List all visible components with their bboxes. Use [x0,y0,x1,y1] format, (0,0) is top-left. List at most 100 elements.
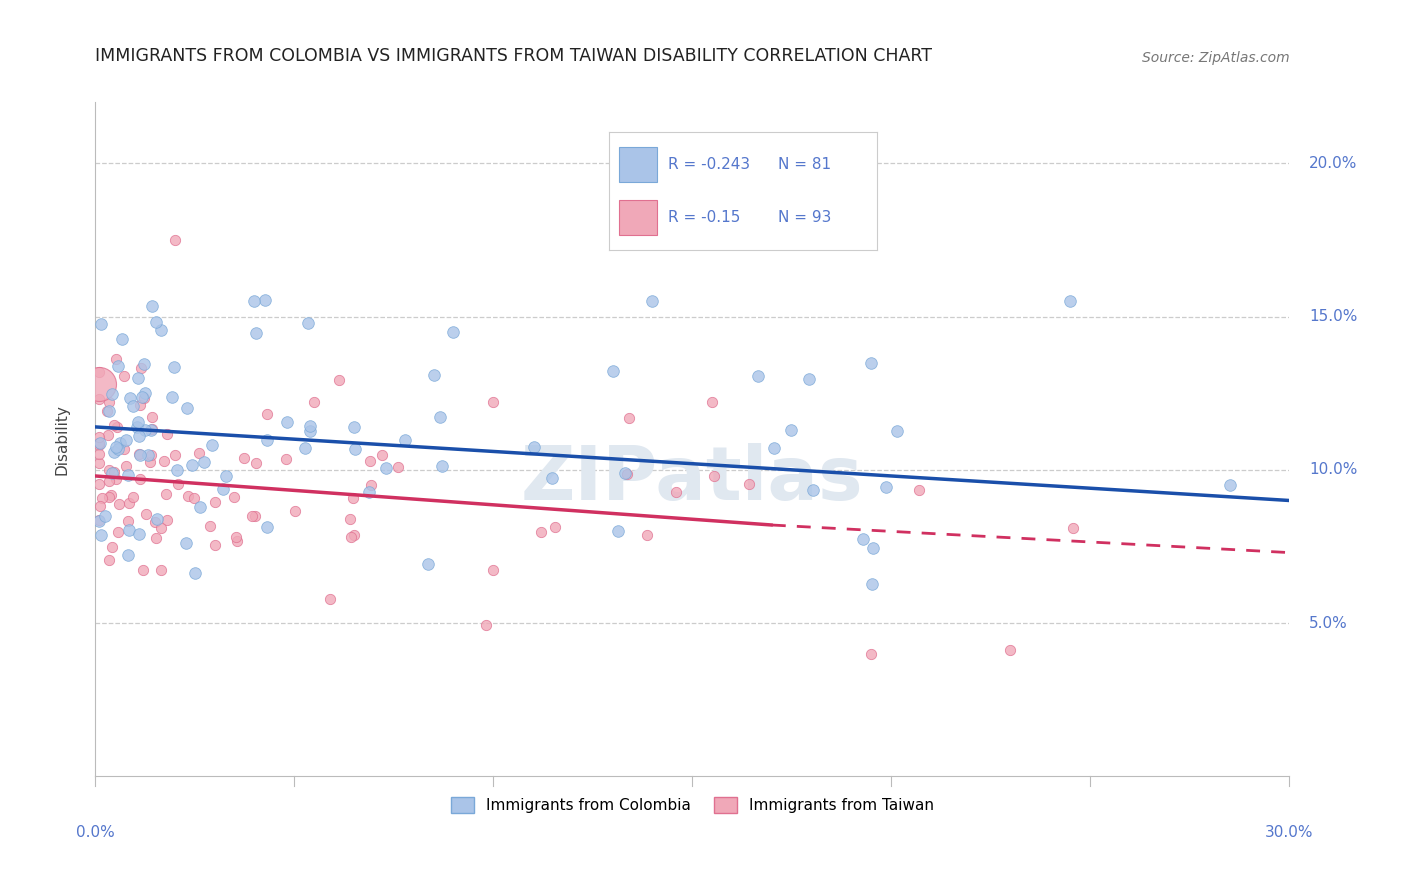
Point [1062,521,1084,535]
Point [117,523,139,537]
Point [91,491,114,505]
Point [908,483,931,497]
Point [125,420,148,434]
Point [343,420,366,434]
Point [738,476,761,491]
Point [375,461,398,475]
Point [703,468,725,483]
Text: ZIPatlas: ZIPatlas [522,443,863,516]
Point [103,417,125,432]
Point [89,365,111,379]
Point [284,504,307,518]
Point [107,524,129,539]
Point [131,563,153,577]
Point [232,451,254,466]
Point [112,442,135,456]
Point [319,592,342,607]
Point [153,454,176,468]
Point [155,426,177,441]
Point [602,364,624,378]
Point [641,294,664,309]
Point [117,549,139,563]
Point [860,355,883,369]
Point [860,647,883,661]
Point [416,558,439,572]
Point [108,497,131,511]
Point [1059,294,1081,309]
Point [214,468,236,483]
Point [104,351,127,366]
Point [96,404,118,418]
Point [360,477,382,491]
Point [101,540,124,554]
Point [90,317,112,331]
Point [299,418,322,433]
Point [150,521,173,535]
Point [522,440,544,454]
Point [134,391,156,405]
Point [183,566,205,581]
Point [89,438,111,452]
Point [1219,478,1241,492]
Point [143,516,166,530]
Point [163,360,186,375]
Text: Source: ZipAtlas.com: Source: ZipAtlas.com [1142,51,1289,65]
Point [100,487,122,501]
Point [328,373,350,387]
Point [108,436,131,450]
Point [297,316,319,330]
Point [135,507,157,521]
Point [226,533,249,548]
Point [104,440,127,454]
Point [211,483,233,497]
Point [274,451,297,466]
Point [256,407,278,421]
Point [665,485,688,500]
Point [107,420,129,434]
Point [89,499,111,513]
Point [619,411,641,425]
Point [339,530,361,544]
Point [188,446,211,460]
Point [852,532,875,546]
Point [780,423,803,437]
Point [129,448,152,462]
Point [155,487,177,501]
Point [89,514,111,528]
Point [357,485,380,500]
Point [115,459,138,474]
Point [117,468,139,483]
Point [122,399,145,413]
Point [541,471,564,485]
Point [136,448,159,462]
Point [129,398,152,412]
Point [97,491,120,505]
Point [118,496,141,510]
Point [616,467,638,482]
Point [90,528,112,542]
Point [245,326,267,340]
Point [97,428,120,442]
Point [89,392,111,406]
Point [100,467,122,481]
Point [245,508,267,523]
Point [174,536,197,550]
Point [98,404,121,418]
Point [132,357,155,371]
Point [243,294,266,309]
Point [118,391,141,405]
Point [441,325,464,339]
Point [145,315,167,329]
Point [359,453,381,467]
Point [886,424,908,438]
Point [105,472,128,486]
Point [222,491,245,505]
Point [146,512,169,526]
Text: 10.0%: 10.0% [1309,462,1358,477]
Text: 0.0%: 0.0% [76,825,114,840]
Point [128,447,150,461]
Point [298,424,321,438]
Point [101,387,124,401]
Point [145,531,167,545]
Point [97,553,120,567]
